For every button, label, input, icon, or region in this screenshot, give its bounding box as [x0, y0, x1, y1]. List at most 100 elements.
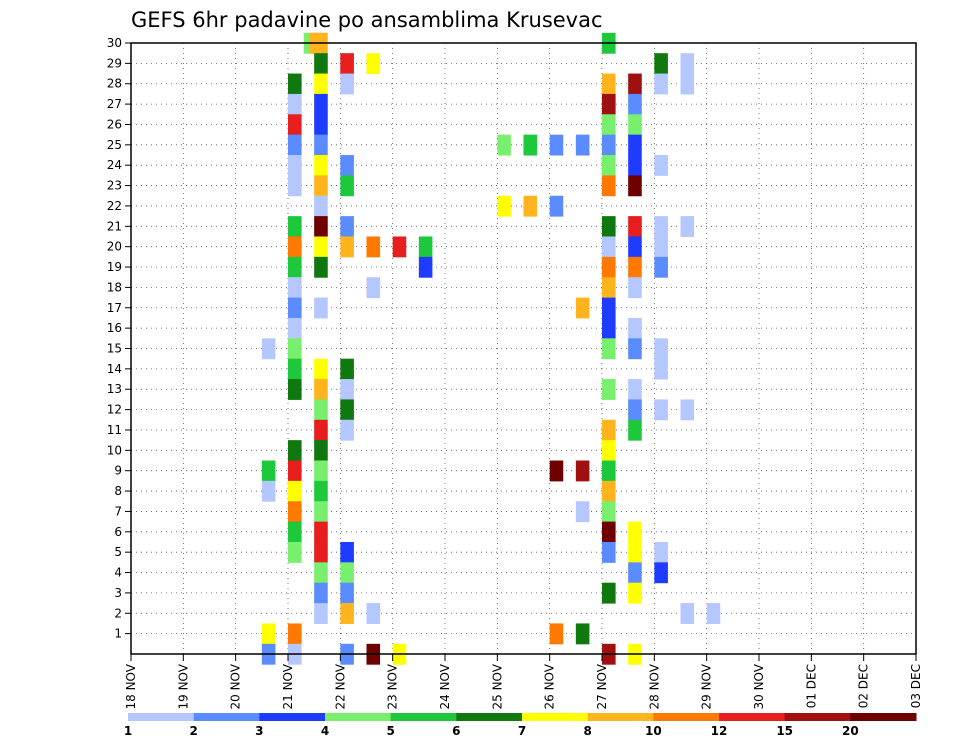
precip-cell	[314, 419, 328, 441]
colorbar-label: 1	[124, 724, 132, 738]
x-tick-label: 18 NOV	[124, 663, 138, 709]
precip-cell	[288, 379, 302, 400]
colorbar-label: 8	[583, 724, 591, 738]
y-tick-label: 5	[114, 545, 122, 559]
precip-cell	[314, 93, 328, 115]
colorbar-label: 10	[645, 724, 662, 738]
colorbar-swatch	[522, 713, 589, 721]
precip-cell	[602, 73, 616, 95]
precip-cell	[314, 155, 328, 176]
y-tick-label: 3	[114, 586, 122, 600]
colorbar-label: 20	[842, 724, 859, 738]
y-tick-label: 30	[107, 36, 122, 50]
precip-cell	[602, 277, 616, 299]
precip-cell	[602, 114, 616, 136]
x-tick-label: 21 NOV	[281, 663, 295, 709]
precip-cell	[654, 236, 668, 258]
precip-cell	[628, 379, 642, 400]
x-tick-label: 27 NOV	[595, 663, 609, 709]
precip-cell	[706, 603, 721, 624]
y-tick-label: 9	[114, 464, 122, 478]
precip-cell	[288, 256, 302, 278]
precip-cell	[288, 114, 302, 136]
precip-cell	[288, 440, 302, 462]
precip-cell	[288, 338, 302, 360]
precip-cell	[418, 256, 433, 278]
precip-cell	[340, 603, 354, 624]
precip-cell	[288, 155, 302, 176]
colorbar-swatch	[587, 713, 654, 721]
precip-cell	[575, 134, 590, 156]
precip-cell	[261, 623, 276, 645]
precip-cell	[654, 399, 668, 421]
precip-cell	[314, 521, 328, 543]
y-tick-label: 28	[107, 77, 122, 91]
precip-cell	[340, 73, 354, 95]
precip-cell	[314, 73, 328, 95]
precip-cell	[680, 399, 695, 421]
x-tick-label: 03 DEC	[909, 664, 923, 708]
precip-cell	[628, 399, 642, 421]
x-tick-label: 29 NOV	[700, 663, 714, 709]
precip-cell	[575, 297, 590, 319]
precip-cell	[340, 419, 354, 441]
precip-cell	[288, 297, 302, 319]
colorbar-swatch	[850, 713, 917, 721]
precip-cell	[288, 93, 302, 115]
colorbar-swatch	[325, 713, 392, 721]
x-tick-label: 30 NOV	[752, 663, 766, 709]
x-tick-label: 01 DEC	[804, 664, 818, 708]
precip-cell	[314, 541, 328, 563]
y-tick-label: 2	[114, 606, 122, 620]
precip-cell	[602, 256, 616, 278]
x-tick-label: 19 NOV	[176, 663, 190, 709]
precip-cell	[602, 501, 616, 523]
precip-cell	[523, 195, 538, 217]
precip-cell	[288, 216, 302, 237]
precip-cell	[288, 73, 302, 95]
precip-cell	[314, 582, 328, 604]
precip-cell	[654, 73, 668, 95]
precip-cell	[314, 236, 328, 258]
precip-cell	[602, 419, 616, 441]
precip-cell	[654, 53, 668, 75]
precip-cell	[628, 582, 642, 604]
precip-cell	[340, 175, 354, 197]
y-tick-label: 6	[114, 525, 122, 539]
precip-cell	[366, 53, 381, 75]
precip-cell	[602, 379, 616, 400]
y-tick-label: 25	[107, 138, 122, 152]
precip-cell	[288, 623, 302, 645]
colorbar-label: 2	[189, 724, 197, 738]
precip-cell	[654, 216, 668, 237]
precip-cell	[288, 236, 302, 258]
precip-cell	[575, 460, 590, 482]
precip-cell	[314, 134, 328, 156]
precip-cell	[366, 603, 381, 624]
colorbar-label: 6	[452, 724, 460, 738]
precip-cell	[628, 134, 642, 156]
precip-cell	[602, 480, 616, 502]
x-tick-label: 24 NOV	[438, 663, 452, 709]
precip-cell	[628, 338, 642, 360]
precip-cell	[628, 93, 642, 115]
colorbar-label: 7	[518, 724, 526, 738]
x-tick-label: 28 NOV	[647, 663, 661, 709]
x-axis: 18 NOV 19 NOV 20 NOV 21 NOV 22 NOV 23 NOV 24 N…	[124, 654, 923, 710]
y-tick-label: 11	[107, 423, 122, 437]
y-tick-label: 10	[107, 443, 122, 457]
y-tick-label: 12	[107, 403, 122, 417]
precip-cell	[314, 480, 328, 502]
y-tick-label: 7	[114, 504, 122, 518]
precip-cell	[288, 501, 302, 523]
y-tick-label: 26	[107, 117, 122, 131]
precip-cell	[314, 216, 328, 237]
precip-cell	[314, 297, 328, 319]
precip-cell	[628, 175, 642, 197]
precip-cell	[314, 399, 328, 421]
precip-cell	[288, 521, 302, 543]
precip-cell	[314, 460, 328, 482]
precip-cell	[288, 480, 302, 502]
x-tick-label: 22 NOV	[333, 663, 347, 709]
